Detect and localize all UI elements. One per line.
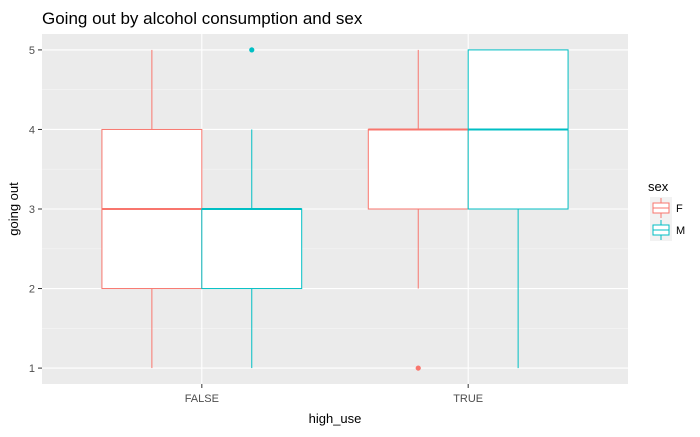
y-tick-label: 4 [29,124,35,136]
box-M-TRUE [467,49,569,369]
y-tick-label: 2 [29,284,35,296]
legend-label: M [676,225,685,237]
box-body [367,128,469,210]
box-F-FALSE [101,49,203,369]
y-axis-title: going out [6,182,21,236]
outlier-point [415,365,421,371]
outlier-point [249,47,255,53]
y-tick-label: 5 [29,45,35,57]
chart-title: Going out by alcohol consumption and sex [42,9,363,28]
x-axis-title: high_use [309,411,362,426]
legend-title: sex [648,179,669,194]
legend-item-F: F [650,197,683,219]
x-tick-label: FALSE [185,393,219,405]
box-F-TRUE [367,49,469,371]
box-body [201,208,303,290]
y-tick-label: 3 [29,204,35,216]
legend-item-M: M [650,219,685,241]
y-tick-label: 1 [29,363,35,375]
legend-label: F [676,203,683,215]
box-layer [101,47,569,371]
legend: sex FM [648,179,685,241]
x-tick-label: TRUE [453,393,483,405]
axis-layer: 1 2 3 4 5 FALSE TRUE [29,45,483,405]
box-M-FALSE [201,47,303,369]
